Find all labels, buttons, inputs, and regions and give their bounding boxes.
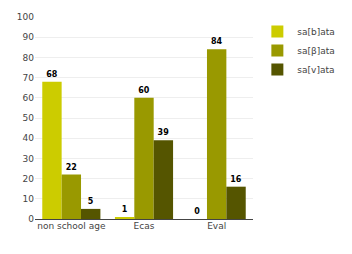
svg-text:5: 5: [88, 197, 94, 206]
svg-text:84: 84: [211, 37, 223, 46]
svg-text:90: 90: [23, 32, 35, 42]
svg-text:sa[v]ata: sa[v]ata: [297, 65, 334, 75]
svg-text:30: 30: [23, 154, 35, 164]
svg-text:Eval: Eval: [207, 221, 226, 231]
svg-text:60: 60: [138, 86, 150, 95]
svg-text:0: 0: [194, 207, 200, 216]
svg-text:50: 50: [23, 113, 35, 123]
svg-text:68: 68: [46, 70, 58, 79]
svg-text:70: 70: [23, 73, 35, 83]
svg-text:39: 39: [158, 128, 170, 137]
svg-text:40: 40: [23, 133, 35, 143]
svg-text:10: 10: [23, 194, 35, 204]
svg-text:non school age: non school age: [37, 221, 106, 231]
svg-text:80: 80: [23, 53, 35, 63]
svg-text:0: 0: [28, 214, 34, 224]
svg-text:100: 100: [17, 12, 34, 22]
svg-text:sa[b]ata: sa[b]ata: [297, 27, 335, 37]
svg-text:16: 16: [230, 175, 242, 184]
svg-text:Ecas: Ecas: [134, 221, 155, 231]
svg-text:sa[β]ata: sa[β]ata: [297, 46, 335, 56]
svg-text:60: 60: [23, 93, 35, 103]
svg-text:20: 20: [23, 174, 35, 184]
svg-text:22: 22: [66, 163, 77, 172]
svg-text:1: 1: [122, 205, 128, 214]
